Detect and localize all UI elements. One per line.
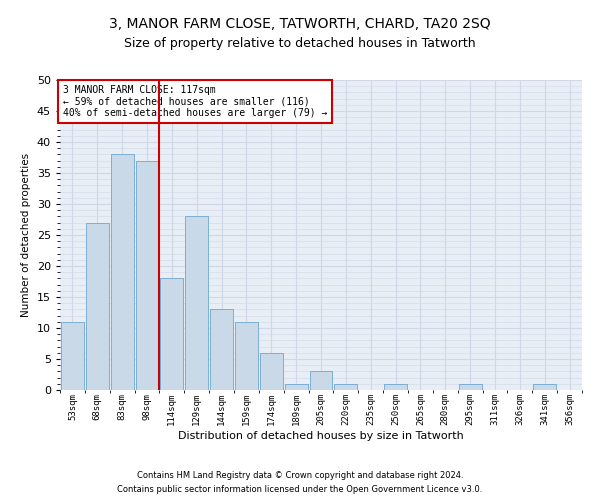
Bar [210, 310, 233, 390]
Bar [136, 160, 158, 390]
Bar [185, 216, 208, 390]
Text: 3 MANOR FARM CLOSE: 117sqm
← 59% of detached houses are smaller (116)
40% of sem: 3 MANOR FARM CLOSE: 117sqm ← 59% of deta… [62, 84, 327, 118]
Y-axis label: Number of detached properties: Number of detached properties [21, 153, 31, 317]
Bar [459, 384, 482, 390]
Bar [310, 372, 332, 390]
Bar [260, 353, 283, 390]
Bar [111, 154, 134, 390]
Bar [160, 278, 183, 390]
Bar [334, 384, 357, 390]
X-axis label: Distribution of detached houses by size in Tatworth: Distribution of detached houses by size … [178, 430, 464, 440]
Bar [285, 384, 308, 390]
Bar [86, 222, 109, 390]
Text: Contains HM Land Registry data © Crown copyright and database right 2024.: Contains HM Land Registry data © Crown c… [137, 472, 463, 480]
Bar [235, 322, 258, 390]
Bar [533, 384, 556, 390]
Text: Contains public sector information licensed under the Open Government Licence v3: Contains public sector information licen… [118, 486, 482, 494]
Text: 3, MANOR FARM CLOSE, TATWORTH, CHARD, TA20 2SQ: 3, MANOR FARM CLOSE, TATWORTH, CHARD, TA… [109, 18, 491, 32]
Bar [61, 322, 84, 390]
Bar [384, 384, 407, 390]
Text: Size of property relative to detached houses in Tatworth: Size of property relative to detached ho… [124, 38, 476, 51]
